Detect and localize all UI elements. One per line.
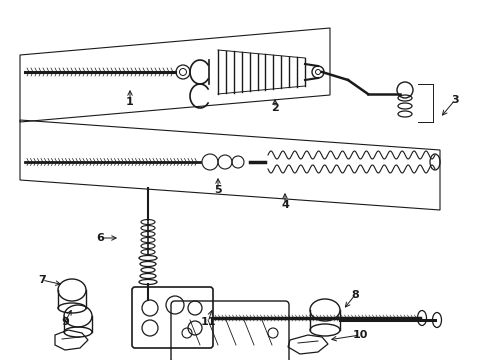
Text: 1: 1 [126,97,134,107]
Text: 9: 9 [61,317,69,327]
Text: 8: 8 [351,290,359,300]
Text: 2: 2 [271,103,279,113]
Text: 5: 5 [214,185,222,195]
Text: 4: 4 [281,200,289,210]
Text: 6: 6 [96,233,104,243]
Text: 3: 3 [451,95,459,105]
Text: 7: 7 [38,275,46,285]
Text: 11: 11 [200,317,216,327]
Text: 10: 10 [352,330,368,340]
